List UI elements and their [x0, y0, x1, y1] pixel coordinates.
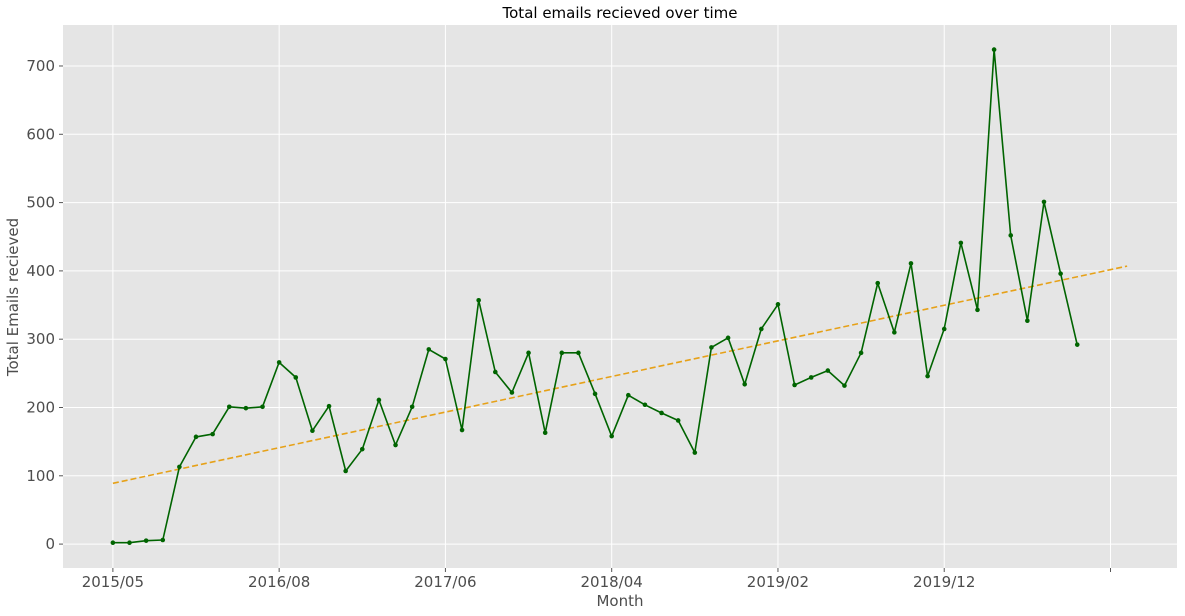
data-point — [310, 428, 315, 434]
data-point — [925, 373, 930, 379]
x-tick-label: 2019/02 — [747, 573, 809, 591]
data-point — [443, 356, 448, 362]
data-point — [975, 307, 980, 313]
data-point — [509, 390, 515, 395]
y-tick-label: 0 — [45, 535, 55, 553]
data-point — [177, 464, 182, 470]
data-point — [991, 47, 997, 52]
data-point — [858, 350, 864, 356]
data-point — [559, 350, 565, 356]
data-point — [576, 350, 581, 356]
data-point — [692, 450, 698, 455]
data-point — [675, 418, 681, 423]
data-point — [359, 446, 365, 452]
data-point — [459, 427, 465, 433]
data-point — [775, 302, 781, 307]
data-point — [343, 468, 348, 474]
data-point — [592, 391, 598, 397]
y-tick-label: 100 — [26, 467, 55, 485]
y-axis-ticks: 0 100 200 300 400 500 600 700 — [26, 57, 63, 553]
data-point — [908, 261, 914, 266]
x-tick-label: 2019/12 — [913, 573, 975, 591]
data-point — [742, 381, 748, 387]
data-point — [875, 280, 881, 286]
plot-area — [63, 25, 1177, 568]
x-tick-label: 2018/04 — [581, 573, 643, 591]
data-point — [1008, 233, 1014, 238]
data-point — [609, 433, 614, 439]
data-point — [160, 537, 166, 543]
data-point — [842, 383, 847, 388]
data-point — [759, 326, 764, 332]
data-point — [825, 368, 831, 373]
y-tick-label: 300 — [26, 330, 55, 348]
data-point — [709, 345, 714, 350]
data-point — [542, 430, 548, 436]
data-point — [326, 403, 332, 409]
x-axis-title: Month — [596, 592, 643, 610]
y-tick-label: 700 — [26, 57, 55, 75]
data-point — [143, 538, 149, 543]
data-point — [193, 434, 199, 440]
x-tick-label: 2015/05 — [82, 573, 144, 591]
trend-line-path — [112, 265, 1128, 485]
y-tick-label: 200 — [26, 398, 55, 416]
data-point — [210, 431, 215, 437]
x-tick-label: 2016/08 — [248, 573, 310, 591]
data-point — [376, 397, 382, 403]
y-tick-label: 600 — [26, 125, 55, 143]
data-point — [127, 540, 132, 546]
data-point — [393, 442, 398, 448]
trend-line — [112, 265, 1128, 485]
y-tick-label: 500 — [26, 194, 55, 212]
data-point — [492, 369, 498, 375]
data-point — [293, 375, 299, 380]
data-point — [642, 402, 648, 408]
x-tick-label: 2017/06 — [414, 573, 476, 591]
data-point — [941, 326, 947, 332]
data-point — [476, 297, 481, 303]
data-point — [426, 347, 432, 352]
y-axis-title: Total Emails recieved — [4, 218, 22, 377]
email-series — [110, 47, 1080, 546]
data-point — [659, 410, 664, 416]
data-point — [110, 540, 116, 546]
data-point — [276, 360, 282, 365]
data-point — [226, 404, 232, 410]
data-point — [808, 375, 814, 380]
data-point — [526, 350, 531, 356]
data-point — [243, 405, 249, 411]
x-axis-ticks: 2015/05 2016/08 2017/06 2018/04 2019/02 2019/… — [82, 568, 1111, 591]
data-point — [892, 330, 897, 335]
data-point — [1074, 342, 1080, 347]
data-point — [626, 392, 631, 398]
data-point — [260, 404, 265, 410]
data-point — [958, 240, 964, 246]
data-point — [792, 382, 797, 388]
data-point — [1058, 271, 1063, 276]
data-point — [725, 335, 731, 341]
data-point — [1041, 199, 1047, 205]
chart-title: Total emails recieved over time — [502, 4, 738, 22]
data-point — [1025, 318, 1030, 324]
y-tick-label: 400 — [26, 262, 55, 280]
data-point — [409, 404, 415, 410]
